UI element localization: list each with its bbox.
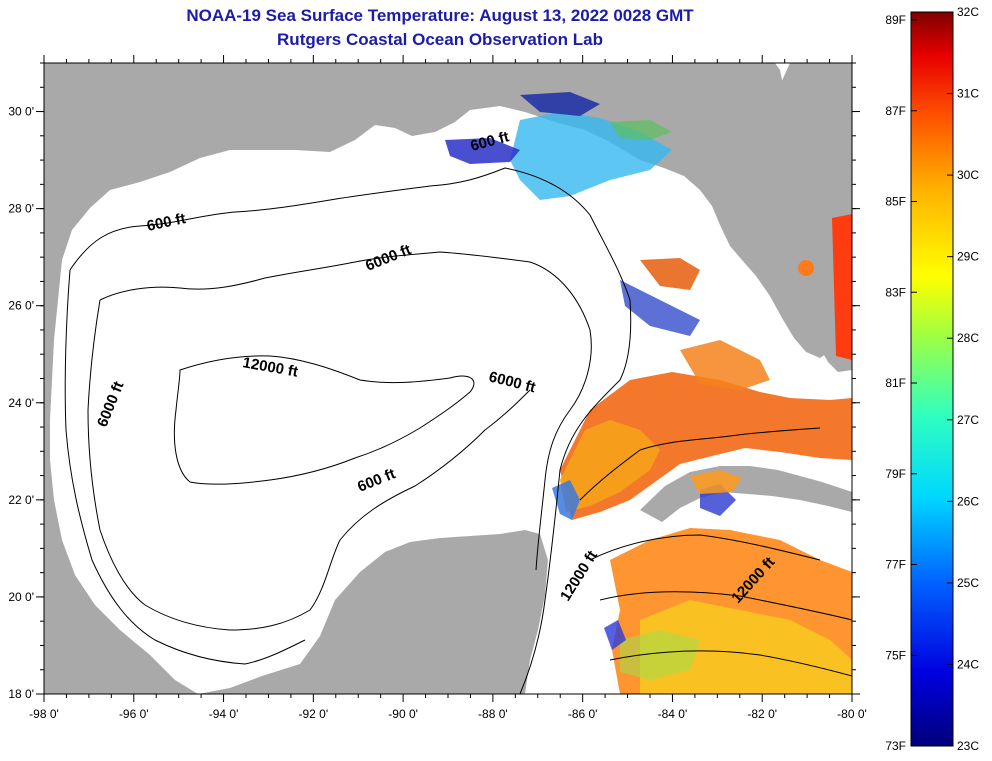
colorbar-c-label: 27C [957, 413, 979, 427]
colorbar-c-label: 23C [957, 739, 979, 753]
colorbar-c-label: 24C [957, 657, 979, 671]
bathymetry-contours [64, 167, 852, 694]
colorbar-f-label: 87F [885, 104, 906, 118]
colorbar-c-label: 31C [957, 87, 979, 101]
colorbar-f-label: 89F [885, 13, 906, 27]
lon-tick-label: -88 0' [478, 707, 508, 721]
land-florida [738, 63, 852, 372]
lat-tick-label: 30 0' [8, 105, 34, 119]
colorbar-f-label: 73F [885, 739, 906, 753]
lon-tick-label: -94 0' [209, 707, 239, 721]
colorbar-fahrenheit-labels: 89F 87F 85F 83F 81F 79F 77F 75F 73F [885, 13, 917, 753]
colorbar-f-label: 81F [885, 376, 906, 390]
colorbar-f-label: 77F [885, 558, 906, 572]
lat-tick-label: 26 0' [8, 299, 34, 313]
map-subtitle: Rutgers Coastal Ocean Observation Lab [277, 30, 603, 49]
lat-tick-label: 18 0' [8, 687, 34, 701]
colorbar-f-label: 79F [885, 467, 906, 481]
colorbar-f-label: 75F [885, 648, 906, 662]
lon-tick-label: -90 0' [388, 707, 418, 721]
lat-tick-label: 20 0' [8, 590, 34, 604]
colorbar-celsius-labels: 32C 31C 30C 29C 28C 27C 26C 25C 24C 23C [947, 5, 979, 753]
map-title: NOAA-19 Sea Surface Temperature: August … [186, 6, 694, 25]
map-plot-area [44, 63, 852, 694]
colorbar-c-label: 26C [957, 494, 979, 508]
lon-tick-label: -96 0' [119, 707, 149, 721]
lat-tick-label: 22 0' [8, 493, 34, 507]
colorbar-c-label: 30C [957, 168, 979, 182]
latitude-axis: 18 0' 20 0' 22 0' 24 0' 26 0' 28 0' 30 0' [8, 62, 860, 701]
colorbar-c-label: 32C [957, 5, 979, 19]
lon-tick-label: -82 0' [747, 707, 777, 721]
colorbar-f-label: 83F [885, 285, 906, 299]
lon-tick-label: -98 0' [29, 707, 59, 721]
colorbar-f-label: 85F [885, 195, 906, 209]
land-mexico-us [44, 63, 840, 694]
lat-tick-label: 28 0' [8, 202, 34, 216]
lon-tick-label: -86 0' [568, 707, 598, 721]
temperature-colorbar [910, 11, 954, 747]
longitude-axis: -98 0' -96 0' -94 0' -92 0' -90 0' -88 0' -86 … [29, 55, 867, 721]
lon-tick-label: -80 0' [837, 707, 867, 721]
land-yucatan [198, 530, 548, 694]
lon-tick-label: -84 0' [658, 707, 688, 721]
colorbar-c-label: 25C [957, 576, 979, 590]
colorbar-c-label: 29C [957, 250, 979, 264]
lat-tick-label: 24 0' [8, 396, 34, 410]
lon-tick-label: -92 0' [299, 707, 329, 721]
colorbar-c-label: 28C [957, 331, 979, 345]
